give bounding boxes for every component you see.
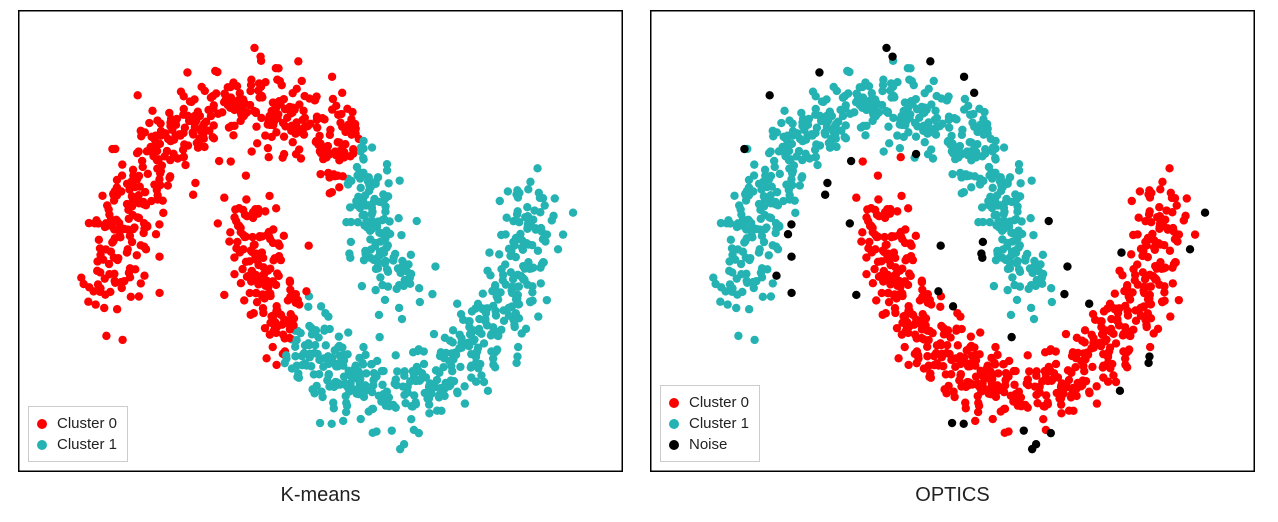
legend-swatch	[37, 419, 47, 429]
panel-kmeans: Cluster 0Cluster 1K-means	[18, 10, 623, 472]
legend-item: Cluster 0	[669, 392, 749, 413]
legend-label: Cluster 0	[57, 413, 117, 434]
legend-item: Cluster 1	[669, 413, 749, 434]
legend-label: Cluster 1	[57, 434, 117, 455]
legend-item: Cluster 0	[37, 413, 117, 434]
panel-optics: Cluster 0Cluster 1NoiseOPTICS	[650, 10, 1255, 472]
legend-swatch	[669, 419, 679, 429]
legend-label: Cluster 0	[689, 392, 749, 413]
panel-title: K-means	[18, 484, 623, 507]
legend-label: Cluster 1	[689, 413, 749, 434]
legend-item: Cluster 1	[37, 434, 117, 455]
legend-swatch	[669, 440, 679, 450]
legend-swatch	[37, 440, 47, 450]
legend-label: Noise	[689, 434, 727, 455]
figure: Cluster 0Cluster 1K-meansCluster 0Cluste…	[0, 0, 1278, 522]
legend: Cluster 0Cluster 1Noise	[660, 385, 760, 462]
legend-swatch	[669, 398, 679, 408]
legend: Cluster 0Cluster 1	[28, 406, 128, 462]
legend-item: Noise	[669, 434, 749, 455]
scatter-plot	[18, 10, 623, 472]
panel-title: OPTICS	[650, 484, 1255, 507]
